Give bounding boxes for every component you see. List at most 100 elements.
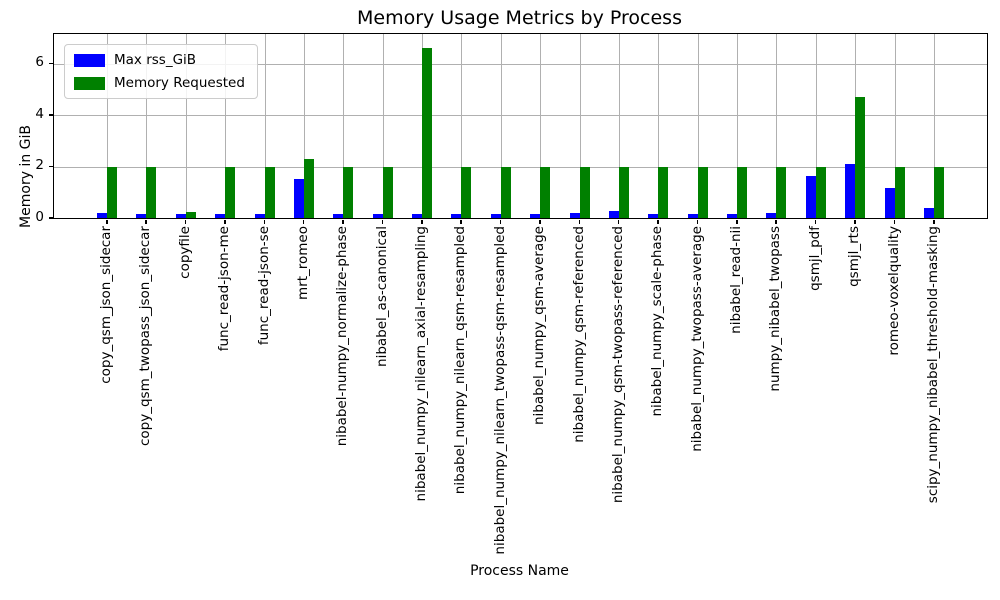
bar-memory-requested [500,166,511,218]
x-tick-label: nibabel_numpy_qsm-twopass-referenced [609,226,626,504]
gridline-v [618,34,620,218]
bar-max-rss [569,212,580,218]
gridline-v [697,34,699,218]
x-tick-label: qsmjl_rts [846,226,863,287]
x-tick-label: nibabel_read-nii [728,226,745,334]
bar-memory-requested [225,166,236,218]
legend-label-memory-requested: Memory Requested [114,75,245,91]
x-tick-mark [775,220,777,224]
bar-memory-requested [343,166,354,218]
x-tick-mark [302,220,305,224]
gridline-v [264,34,266,218]
gridline-v [540,34,542,218]
bar-memory-requested [579,166,590,218]
bar-memory-requested [934,166,944,218]
x-tick-mark [696,220,699,224]
bar-max-rss [412,213,423,218]
bar-memory-requested [737,166,748,218]
x-tick-label: nibabel-numpy_normalize-phase [334,226,351,447]
gridline-v [146,34,148,218]
bar-max-rss [648,213,659,218]
bar-memory-requested [894,166,905,218]
bar-memory-requested [697,166,708,218]
bar-max-rss [490,214,501,218]
bar-memory-requested [107,166,117,218]
gridline-v [303,34,305,218]
bar-memory-requested [540,166,551,218]
x-tick-mark [106,220,108,224]
legend: Max rss_GiB Memory Requested [64,44,258,99]
y-tick-label: 0 [35,208,44,225]
x-tick-label: func_read-json-me [216,226,233,352]
gridline-h [54,166,987,168]
x-tick-mark [539,220,541,224]
bar-max-rss [175,213,186,218]
x-tick-label: copy_qsm_json_sidecar [98,226,114,384]
bar-max-rss [727,213,738,218]
x-tick-label: nibabel_numpy_scale-phase [649,226,666,417]
gridline-v [382,34,384,218]
x-tick-label: mrt_romeo [294,226,311,300]
bar-memory-requested [776,166,787,218]
x-tick-label: nibabel_numpy_nilearn_qsm-resampled [452,226,469,495]
bar-memory-requested [303,159,314,218]
gridline-v [107,34,108,218]
bar-memory-requested [658,166,669,218]
x-tick-label: nibabel_numpy_twopass-average [688,226,705,452]
gridline-v [500,34,502,218]
bar-memory-requested [382,166,393,218]
bar-max-rss [608,210,619,218]
bar-max-rss [97,212,107,218]
bar-max-rss [333,213,344,218]
x-tick-label: scipy_numpy_nibabel_threshold-masking [925,226,941,504]
x-tick-mark [617,220,620,224]
bar-max-rss [766,212,777,218]
y-tick-label: 4 [35,105,44,122]
x-tick-mark [381,220,384,224]
legend-entry-memory-requested: Memory Requested [74,75,245,91]
y-tick-mark [48,114,53,116]
gridline-v [737,34,739,218]
legend-entry-max-rss: Max rss_GiB [74,52,245,68]
bar-max-rss [845,163,856,218]
x-tick-label: numpy_nibabel_twopass [767,226,784,392]
x-tick-label: nibabel_numpy_qsm-average [531,226,548,425]
legend-label-max-rss: Max rss_GiB [114,52,197,68]
x-tick-mark [499,220,502,224]
x-tick-label: qsmjl_pdf [806,226,823,291]
y-tick-label: 6 [35,54,44,71]
x-tick-mark [460,220,462,224]
x-axis-label: Process Name [470,563,569,579]
legend-swatch-memory-requested [74,76,105,90]
gridline-v [894,34,896,218]
x-tick-label: romeo-voxelquality [885,226,902,356]
gridline-v [658,34,660,218]
gridline-v [579,34,581,218]
x-tick-label: copyfile [176,226,193,279]
plot-area: Max rss_GiB Memory Requested [53,33,988,219]
x-tick-mark [263,220,266,224]
x-tick-mark [421,220,423,224]
bar-memory-requested [422,48,433,218]
x-tick-mark [145,220,147,224]
x-tick-mark [933,220,935,224]
bar-max-rss [451,213,462,218]
x-tick-label: nibabel_as-canonical [373,226,390,367]
x-tick-mark [224,220,226,224]
bar-max-rss [924,208,934,218]
bar-memory-requested [264,166,275,218]
bar-max-rss [215,213,226,218]
x-tick-mark [854,220,856,224]
bar-memory-requested [815,166,826,218]
gridline-v [185,34,187,218]
bar-max-rss [687,213,698,218]
x-tick-label: nibabel_numpy_nilearn_twopass-qsm-resamp… [491,226,508,555]
x-tick-mark [814,220,817,224]
gridline-v [225,34,227,218]
bar-max-rss [136,213,147,218]
gridline-v [815,34,817,218]
x-tick-mark [578,220,581,224]
gridline-v [776,34,778,218]
bar-memory-requested [855,97,866,218]
